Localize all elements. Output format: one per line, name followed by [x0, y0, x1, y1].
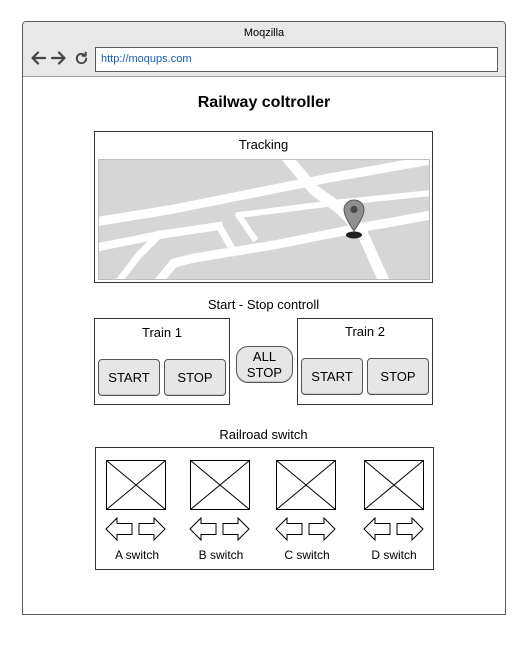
switch-c-right-button[interactable] [308, 516, 336, 542]
switch-c-left-button[interactable] [275, 516, 303, 542]
railroad-section-label: Railroad switch [219, 427, 308, 442]
arrow-right-outline-icon [396, 516, 424, 542]
map-roads-image [99, 160, 429, 279]
train2-stop-button[interactable]: STOP [367, 358, 429, 395]
switch-c-label: C switch [284, 548, 330, 562]
start-stop-section-label: Start - Stop controll [207, 297, 320, 312]
switch-b-right-button[interactable] [222, 516, 250, 542]
tracking-label: Tracking [238, 137, 289, 152]
reload-icon [75, 50, 87, 64]
switch-d-left-button[interactable] [363, 516, 391, 542]
arrow-left-outline-icon [275, 516, 303, 542]
all-stop-button[interactable]: ALL STOP [236, 346, 293, 383]
all-stop-line1: ALL [252, 348, 277, 364]
switch-a-label: A switch [114, 548, 159, 562]
window-title: Moqzilla [243, 27, 285, 39]
train2-label: Train 2 [345, 324, 385, 339]
forward-button[interactable] [50, 49, 68, 67]
train2-start-button[interactable]: START [301, 358, 363, 395]
reload-button[interactable] [72, 49, 90, 67]
image-placeholder-icon [276, 460, 336, 510]
switch-d-label: D switch [371, 548, 417, 562]
switch-b-label: B switch [198, 548, 244, 562]
image-placeholder-icon [364, 460, 424, 510]
arrow-right-outline-icon [222, 516, 250, 542]
all-stop-line2: STOP [246, 364, 283, 380]
arrow-left-icon [31, 51, 46, 65]
tracking-map[interactable] [98, 159, 430, 280]
train1-start-button[interactable]: START [98, 359, 160, 396]
arrow-right-icon [51, 51, 66, 65]
arrow-right-outline-icon [138, 516, 166, 542]
arrow-left-outline-icon [363, 516, 391, 542]
arrow-left-outline-icon [105, 516, 133, 542]
switch-a-left-button[interactable] [105, 516, 133, 542]
switch-d-right-button[interactable] [396, 516, 424, 542]
image-placeholder-icon [106, 460, 166, 510]
image-placeholder-icon [190, 460, 250, 510]
url-input[interactable]: http://moqups.com [95, 47, 498, 72]
switch-b-left-button[interactable] [189, 516, 217, 542]
back-button[interactable] [29, 49, 47, 67]
map-pin-icon [343, 199, 365, 239]
train1-stop-button[interactable]: STOP [164, 359, 226, 396]
arrow-left-outline-icon [189, 516, 217, 542]
switch-a-right-button[interactable] [138, 516, 166, 542]
page-title: Railway coltroller [197, 94, 331, 111]
train1-label: Train 1 [142, 325, 182, 340]
arrow-right-outline-icon [308, 516, 336, 542]
